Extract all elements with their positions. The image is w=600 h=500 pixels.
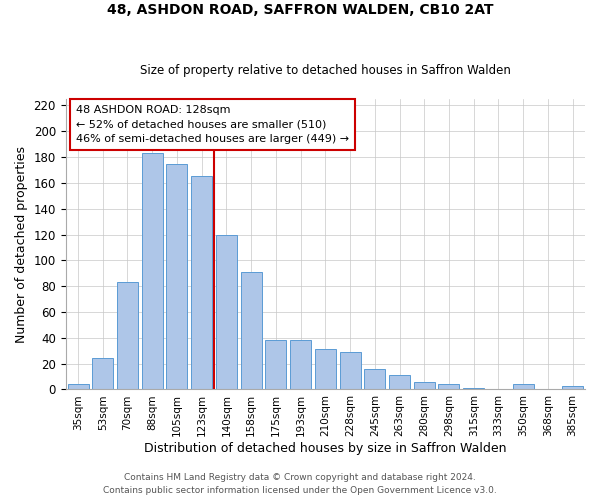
Bar — [92, 358, 113, 390]
Bar — [315, 350, 336, 390]
Text: 48, ASHDON ROAD, SAFFRON WALDEN, CB10 2AT: 48, ASHDON ROAD, SAFFRON WALDEN, CB10 2A… — [107, 2, 493, 16]
Y-axis label: Number of detached properties: Number of detached properties — [15, 146, 28, 342]
Bar — [389, 376, 410, 390]
Bar — [166, 164, 187, 390]
Bar — [439, 384, 460, 390]
Bar — [290, 340, 311, 390]
Bar — [414, 382, 435, 390]
Bar — [364, 369, 385, 390]
Text: Contains HM Land Registry data © Crown copyright and database right 2024.
Contai: Contains HM Land Registry data © Crown c… — [103, 474, 497, 495]
Bar — [216, 234, 237, 390]
X-axis label: Distribution of detached houses by size in Saffron Walden: Distribution of detached houses by size … — [144, 442, 506, 455]
Bar — [191, 176, 212, 390]
Bar — [68, 384, 89, 390]
Text: 48 ASHDON ROAD: 128sqm
← 52% of detached houses are smaller (510)
46% of semi-de: 48 ASHDON ROAD: 128sqm ← 52% of detached… — [76, 105, 349, 144]
Bar — [463, 388, 484, 390]
Bar — [241, 272, 262, 390]
Bar — [512, 384, 533, 390]
Bar — [265, 340, 286, 390]
Bar — [142, 153, 163, 390]
Bar — [562, 386, 583, 390]
Title: Size of property relative to detached houses in Saffron Walden: Size of property relative to detached ho… — [140, 64, 511, 77]
Bar — [117, 282, 138, 390]
Bar — [340, 352, 361, 390]
